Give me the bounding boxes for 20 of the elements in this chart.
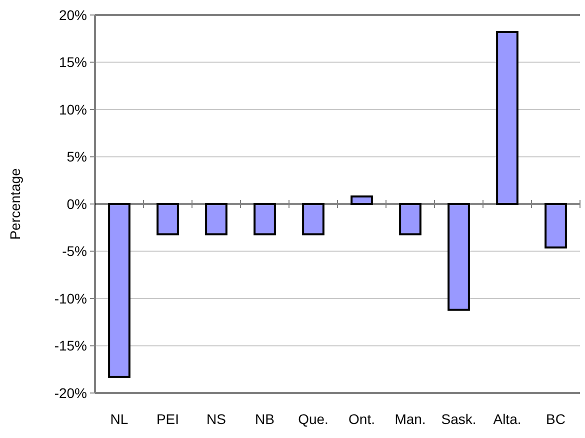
x-tick-label: BC	[546, 411, 566, 427]
x-tick-label: NS	[206, 411, 226, 427]
y-tick-label: -20%	[54, 384, 87, 401]
x-tick-label: Man.	[394, 411, 426, 427]
x-tick-label: Alta.	[493, 411, 522, 427]
y-axis-title: Percentage	[7, 168, 23, 240]
x-tick-label: Que.	[298, 411, 328, 427]
y-tick-label: 5%	[66, 148, 87, 165]
y-tick-label: 20%	[58, 6, 87, 23]
x-tick-label: NB	[255, 411, 274, 427]
y-tick-label: -15%	[54, 338, 87, 354]
y-tick-label: 15%	[58, 54, 87, 70]
y-tick-label: -5%	[62, 243, 87, 260]
x-tick-label: Ont.	[348, 411, 375, 427]
y-tick-label: -10%	[54, 290, 87, 306]
y-tick-label: 10%	[58, 101, 87, 118]
x-tick-label: NL	[110, 411, 128, 427]
y-tick-label: 0%	[66, 196, 87, 212]
x-tick-label: PEI	[156, 411, 180, 427]
x-tick-label: Sask.	[441, 411, 476, 427]
